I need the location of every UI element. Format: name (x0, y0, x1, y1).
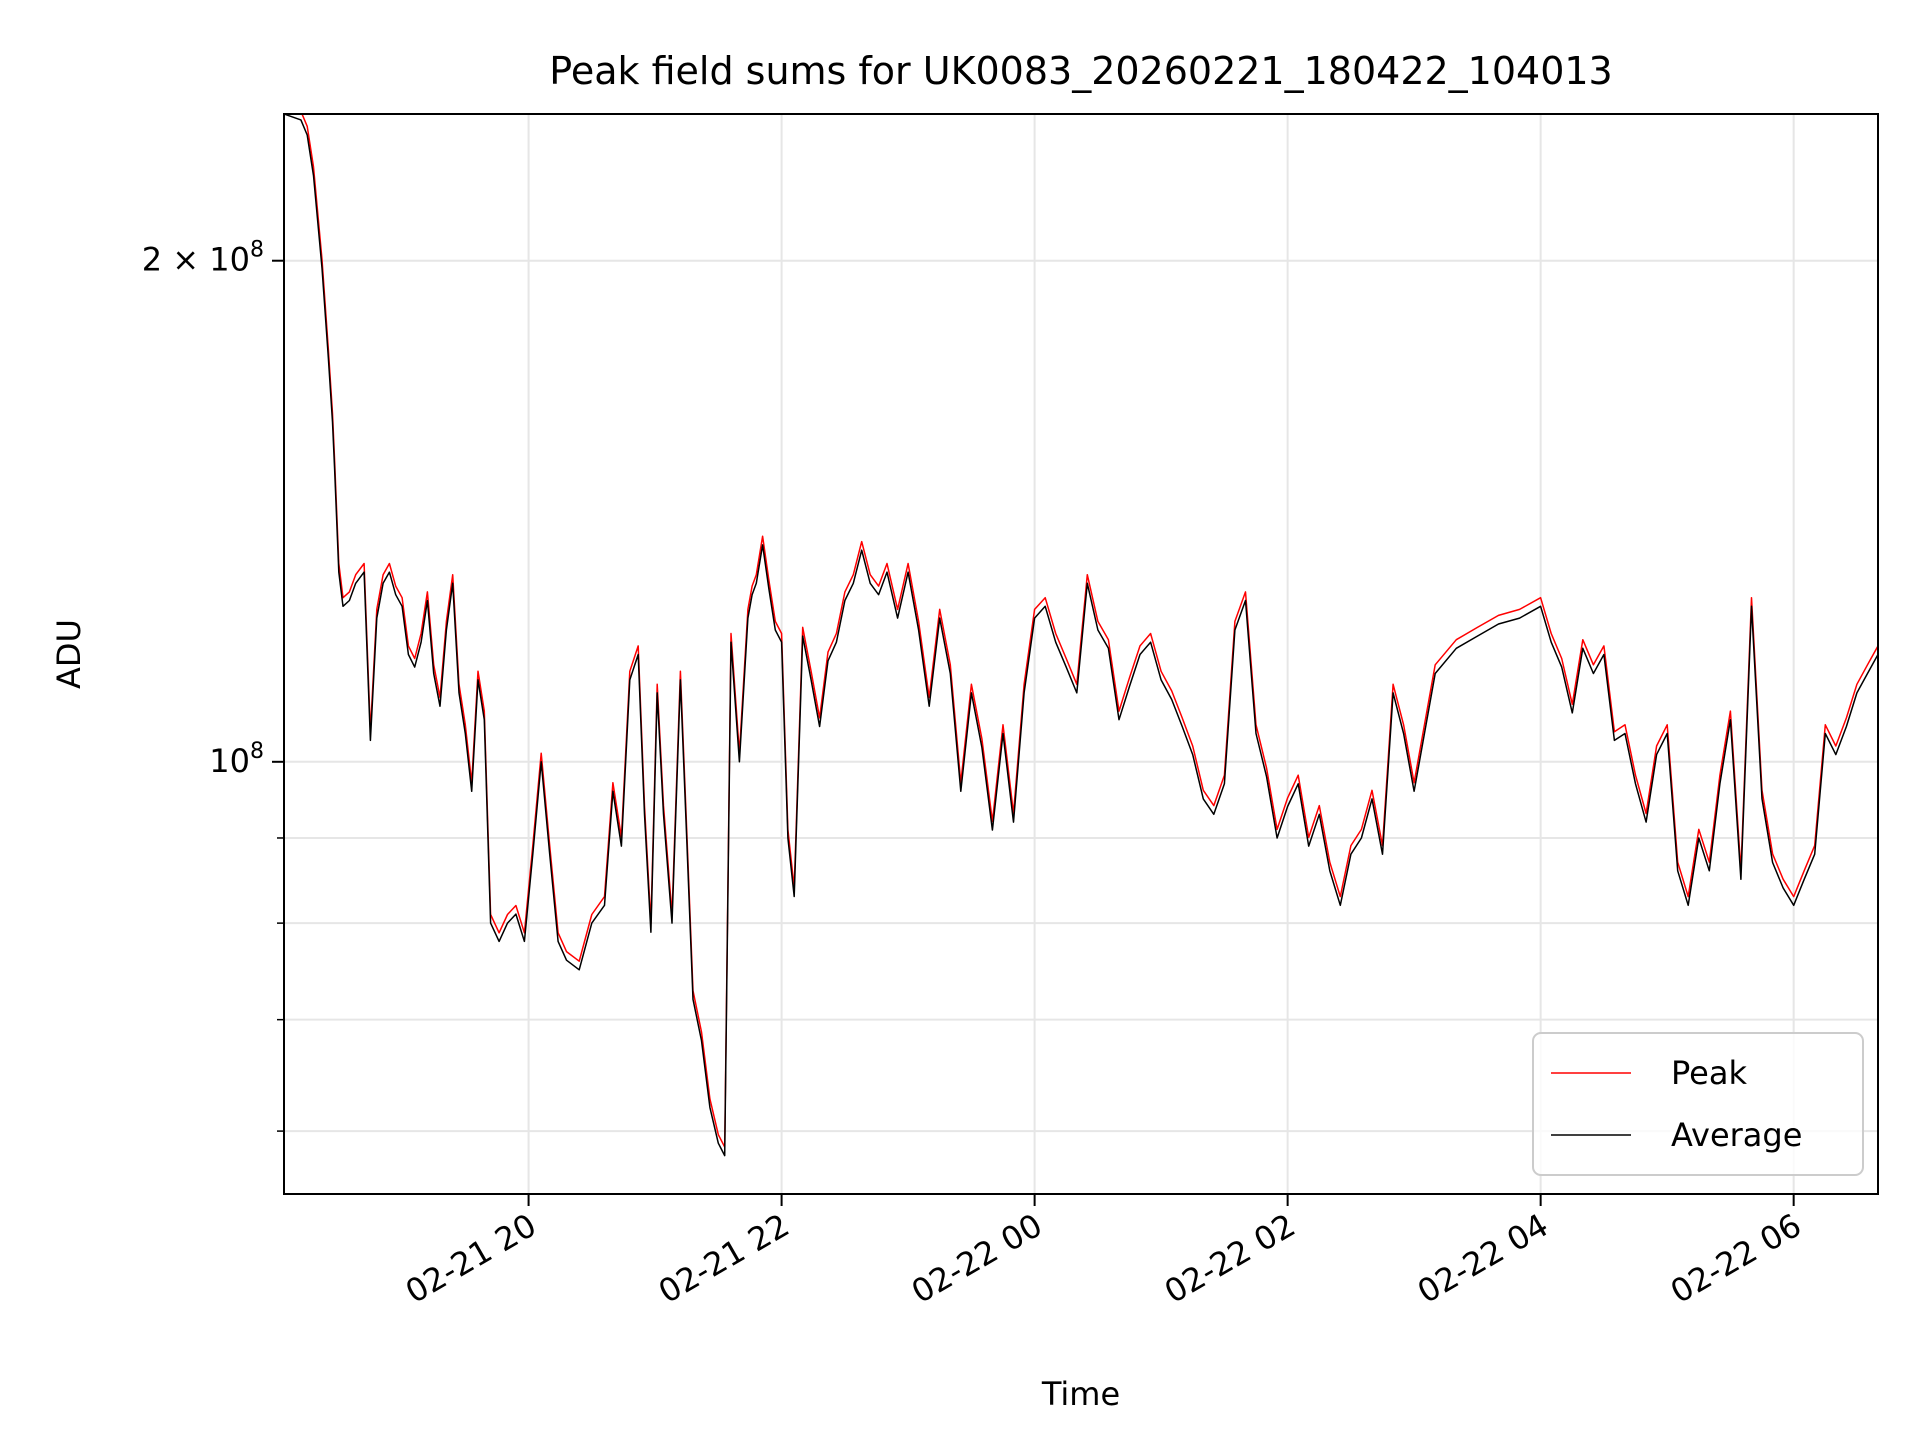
x-axis-label: Time (1041, 1375, 1120, 1413)
legend: Peak Average (1532, 1032, 1864, 1176)
y-tick-label: 108 (209, 739, 264, 780)
legend-label: Average (1671, 1116, 1802, 1154)
x-tick-label: 02-22 00 (905, 1206, 1049, 1311)
series-line-average (284, 114, 1878, 1157)
series-line-peak (301, 114, 1878, 1148)
x-tick-label: 02-21 20 (399, 1206, 543, 1311)
legend-box (1532, 1032, 1864, 1176)
x-tick-label: 02-22 06 (1664, 1206, 1808, 1311)
plot-frame (283, 113, 1879, 1195)
x-tick-label: 02-22 04 (1411, 1206, 1555, 1311)
legend-label: Peak (1671, 1054, 1747, 1092)
y-axis-label: ADU (50, 619, 88, 689)
series-layer (284, 114, 1878, 1157)
y-tick-label: 2 × 108 (142, 238, 264, 279)
x-tick-label: 02-22 02 (1158, 1206, 1302, 1311)
x-tick-label: 02-21 22 (652, 1206, 796, 1311)
chart-title: Peak field sums for UK0083_20260221_1804… (549, 49, 1612, 93)
